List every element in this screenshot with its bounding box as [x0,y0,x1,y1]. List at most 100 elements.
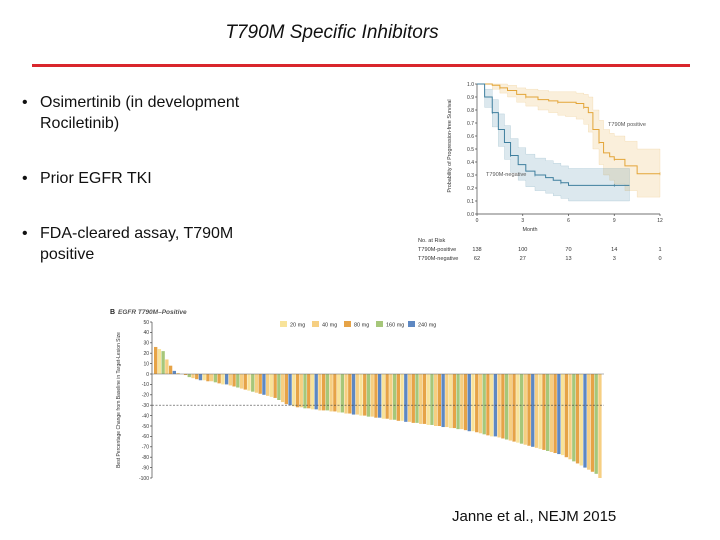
risk-table-value: 62 [474,256,480,262]
km-y-tick-label: 0.4 [467,160,474,166]
waterfall-bar [568,374,572,460]
dose-legend-swatch [408,321,415,327]
waterfall-bar [475,374,479,433]
waterfall-bar [434,374,438,426]
waterfall-bar [557,374,561,455]
waterfall-bar [333,374,337,412]
waterfall-bar [206,374,210,382]
km-y-tick-label: 0.3 [467,173,474,179]
km-y-tick-label: 1.0 [467,82,474,88]
waterfall-bar [202,374,206,381]
waterfall-bar [411,374,415,423]
waterfall-bar [273,374,277,398]
waterfall-bar [213,374,218,383]
waterfall-bar [404,374,408,422]
km-y-tick-label: 0.1 [467,199,474,205]
waterfall-bar [221,374,225,385]
waterfall-bar [430,374,434,425]
waterfall-title: EGFR T790M–Positive [118,309,187,316]
waterfall-y-tick-label: -60 [142,434,149,440]
km-y-axis-label: Probability of Progression-free Survival [447,99,453,192]
slide-title: T790M Specific Inhibitors [225,22,439,43]
waterfall-bar [247,374,251,391]
waterfall-y-axis-label: Best Percentage Change from Baseline in … [116,332,122,468]
km-y-tick-label: 0.2 [467,186,474,192]
dose-legend-swatch [312,321,319,327]
risk-table-value: 1 [658,247,661,253]
waterfall-bar [512,374,516,442]
waterfall-y-tick-label: -50 [142,424,149,430]
waterfall-bar [482,374,486,435]
waterfall-bar [228,374,232,386]
waterfall-bar [564,374,568,458]
waterfall-bar [389,374,393,420]
waterfall-bar [236,374,240,388]
panel-label: B [110,309,115,316]
waterfall-bar [579,374,583,466]
waterfall-bar [176,372,180,374]
waterfall-bar [314,374,318,410]
waterfall-bar [460,374,464,430]
bullet-item: • Osimertinib (in development Rociletinib… [20,92,290,134]
km-y-tick-label: 0.7 [467,121,474,127]
waterfall-bar [348,374,352,414]
dose-legend-label: 240 mg [418,323,436,329]
waterfall-bar [426,374,430,425]
bullet-dot: • [22,225,28,242]
waterfall-bar [467,374,471,432]
waterfall-bar [295,374,300,408]
waterfall-bar [519,374,524,444]
risk-table-value: 27 [520,256,526,262]
waterfall-bar [318,374,322,411]
title-rule [32,64,690,67]
waterfall-bar [501,374,505,439]
waterfall-bar [239,374,244,389]
waterfall-bar [385,374,389,419]
risk-table-value: 138 [472,247,481,253]
waterfall-bar [310,374,315,410]
waterfall-bar [266,374,270,396]
waterfall-bar [407,374,412,422]
bullet-text: Osimertinib (in development Rociletinib) [40,94,240,132]
waterfall-bar [262,374,266,395]
waterfall-bar [463,374,468,431]
bullet-text: FDA-cleared assay, T790M positive [40,225,234,263]
km-y-tick-label: 0.8 [467,108,474,114]
waterfall-bar [516,374,520,443]
bullet-text: Prior EGFR TKI [40,170,152,187]
waterfall-bar [172,370,176,374]
km-x-axis-label: Month [523,227,538,233]
waterfall-bar [452,374,456,429]
waterfall-bar [258,374,262,394]
pfs-survival-chart: 0.00.10.20.30.40.50.60.70.80.91.00 3 6 9 12 … [418,82,663,262]
waterfall-bar [587,374,591,470]
waterfall-bar [224,374,229,385]
waterfall-bar [280,374,285,403]
waterfall-bar [419,374,423,424]
waterfall-bar [478,374,483,434]
dose-legend-label: 20 mg [290,323,305,329]
risk-table-values: 138 100 70 14 1 62 27 13 3 0 [472,247,661,262]
dose-legend-swatch [376,321,383,327]
waterfall-y-tick-label: -70 [142,445,149,451]
waterfall-bar [198,374,203,381]
km-x-tick-label: 6 [567,218,570,224]
waterfall-bar [486,374,490,436]
waterfall-y-tick-label: 50 [143,320,149,326]
waterfall-bar [378,374,382,418]
waterfall-bar [553,374,557,454]
risk-table-value: 3 [613,256,616,262]
bullet-dot: • [22,94,28,111]
waterfall-bar [243,374,247,390]
dose-legend-swatch [344,321,351,327]
waterfall-y-tick-label: -100 [139,476,149,482]
risk-table-value: 70 [565,247,571,253]
waterfall-bar [161,351,165,374]
km-y-tick-label: 0.9 [467,95,474,101]
waterfall-bar [336,374,341,413]
km-x-tick-label: 3 [521,218,524,224]
risk-table-value: 0 [658,256,661,262]
waterfall-bar [251,374,255,392]
waterfall-bar [400,374,404,421]
waterfall-bar [359,374,363,416]
